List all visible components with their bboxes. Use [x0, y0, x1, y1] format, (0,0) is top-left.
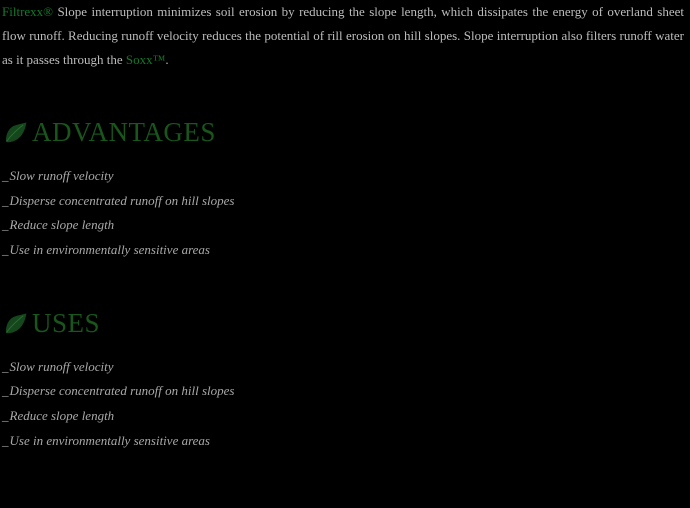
section-uses: USES _Slow runoff velocity _Disperse con…	[2, 301, 684, 454]
section-header: ADVANTAGES	[2, 110, 684, 156]
section-advantages: ADVANTAGES _Slow runoff velocity _Disper…	[2, 110, 684, 263]
items-list: _Slow runoff velocity _Disperse concentr…	[2, 164, 684, 263]
bullet-underscore: _	[2, 383, 9, 398]
list-item-text: Disperse concentrated runoff on hill slo…	[10, 383, 235, 398]
list-item-text: Slow runoff velocity	[10, 359, 114, 374]
list-item: _Reduce slope length	[2, 213, 684, 238]
list-item: _Use in environmentally sensitive areas	[2, 238, 684, 263]
list-item: _Reduce slope length	[2, 404, 684, 429]
bullet-underscore: _	[2, 242, 9, 257]
bullet-underscore: _	[2, 168, 9, 183]
section-title: USES	[32, 301, 100, 347]
section-header: USES	[2, 301, 684, 347]
section-title: ADVANTAGES	[32, 110, 216, 156]
brand-soxx: Soxx™	[126, 52, 165, 67]
list-item: _Slow runoff velocity	[2, 355, 684, 380]
list-item-text: Use in environmentally sensitive areas	[10, 242, 211, 257]
list-item: _Use in environmentally sensitive areas	[2, 429, 684, 454]
items-list: _Slow runoff velocity _Disperse concentr…	[2, 355, 684, 454]
list-item-text: Slow runoff velocity	[10, 168, 114, 183]
leaf-icon	[2, 120, 28, 146]
bullet-underscore: _	[2, 359, 9, 374]
list-item-text: Use in environmentally sensitive areas	[10, 433, 211, 448]
brand-filtrexx: Filtrexx®	[2, 4, 53, 19]
bullet-underscore: _	[2, 433, 9, 448]
bullet-underscore: _	[2, 217, 9, 232]
intro-text-1: Slope interruption minimizes soil erosio…	[2, 4, 684, 67]
list-item-text: Reduce slope length	[10, 217, 115, 232]
list-item: _Disperse concentrated runoff on hill sl…	[2, 189, 684, 214]
list-item: _Disperse concentrated runoff on hill sl…	[2, 379, 684, 404]
list-item: _Slow runoff velocity	[2, 164, 684, 189]
bullet-underscore: _	[2, 193, 9, 208]
leaf-icon	[2, 311, 28, 337]
list-item-text: Reduce slope length	[10, 408, 115, 423]
intro-text-2: .	[165, 52, 168, 67]
bullet-underscore: _	[2, 408, 9, 423]
list-item-text: Disperse concentrated runoff on hill slo…	[10, 193, 235, 208]
content-wrap: Filtrexx® Slope interruption minimizes s…	[0, 0, 690, 453]
intro-paragraph: Filtrexx® Slope interruption minimizes s…	[2, 0, 684, 72]
